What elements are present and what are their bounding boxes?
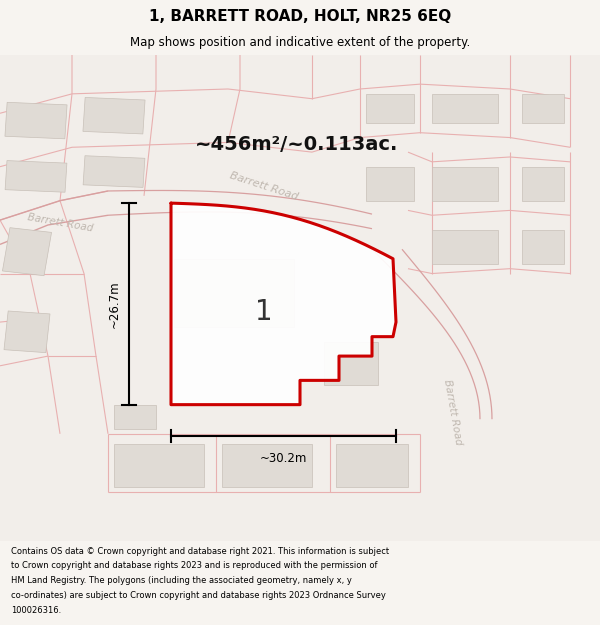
Text: 1, BARRETT ROAD, HOLT, NR25 6EQ: 1, BARRETT ROAD, HOLT, NR25 6EQ — [149, 9, 451, 24]
Bar — [366, 94, 414, 123]
Text: co-ordinates) are subject to Crown copyright and database rights 2023 Ordnance S: co-ordinates) are subject to Crown copyr… — [11, 591, 386, 600]
Text: Contains OS data © Crown copyright and database right 2021. This information is : Contains OS data © Crown copyright and d… — [11, 546, 389, 556]
Text: 100026316.: 100026316. — [11, 606, 61, 614]
Text: 1: 1 — [255, 298, 273, 326]
Bar — [2, 228, 52, 276]
Bar — [366, 167, 414, 201]
Bar — [222, 444, 312, 488]
Polygon shape — [171, 203, 396, 404]
Bar — [432, 94, 498, 123]
Bar — [114, 404, 156, 429]
Text: HM Land Registry. The polygons (including the associated geometry, namely x, y: HM Land Registry. The polygons (includin… — [11, 576, 352, 585]
Text: Map shows position and indicative extent of the property.: Map shows position and indicative extent… — [130, 36, 470, 49]
Text: ~456m²/~0.113ac.: ~456m²/~0.113ac. — [196, 136, 398, 154]
Bar — [5, 161, 67, 192]
Bar — [4, 311, 50, 352]
Text: ~26.7m: ~26.7m — [107, 280, 121, 328]
Bar — [114, 444, 204, 488]
Bar — [83, 156, 145, 188]
Bar — [522, 94, 564, 123]
Text: Barrett Road: Barrett Road — [229, 171, 299, 202]
Text: Barrett Road: Barrett Road — [442, 378, 464, 446]
Bar — [432, 167, 498, 201]
Bar — [174, 259, 294, 327]
Text: to Crown copyright and database rights 2023 and is reproduced with the permissio: to Crown copyright and database rights 2… — [11, 561, 377, 570]
Bar — [5, 102, 67, 139]
Bar — [522, 167, 564, 201]
Bar — [324, 341, 378, 385]
Bar — [432, 230, 498, 264]
Text: ~30.2m: ~30.2m — [260, 452, 307, 464]
Bar — [336, 444, 408, 488]
Bar — [522, 230, 564, 264]
Text: Barrett Road: Barrett Road — [26, 212, 94, 233]
Bar — [83, 98, 145, 134]
